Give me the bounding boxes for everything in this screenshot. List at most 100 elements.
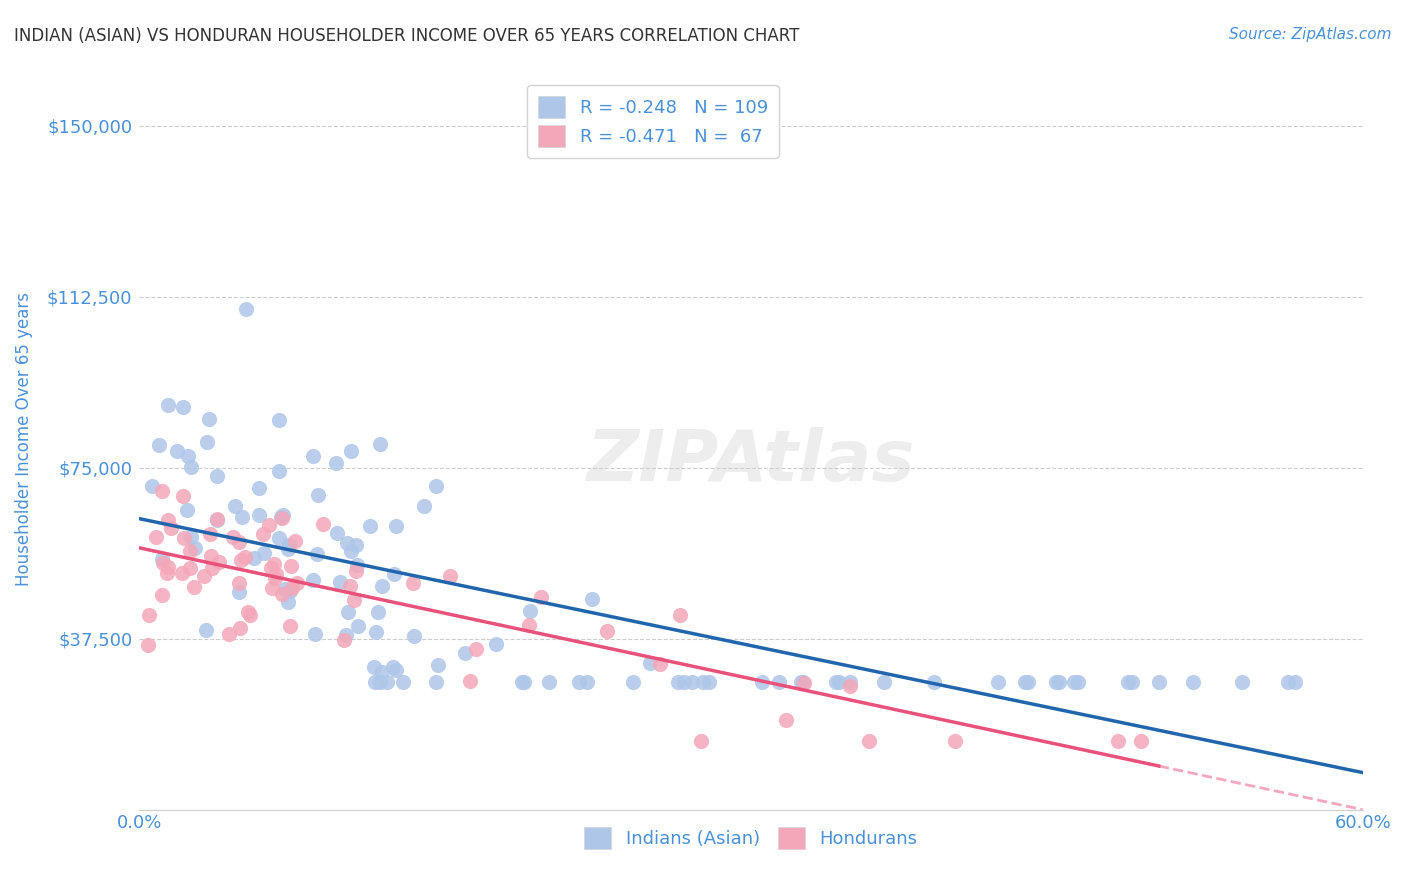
Point xyxy=(690,734,713,748)
Point xyxy=(179,544,201,558)
Point xyxy=(229,621,252,635)
Point xyxy=(173,532,195,546)
Point xyxy=(775,713,797,727)
Point xyxy=(302,450,325,464)
Point xyxy=(581,591,603,606)
Point xyxy=(363,660,385,674)
Point xyxy=(281,581,304,595)
Point xyxy=(1107,734,1129,748)
Point xyxy=(277,538,299,552)
Point xyxy=(364,624,387,639)
Point xyxy=(152,552,174,566)
Point xyxy=(384,663,406,677)
Point xyxy=(392,674,415,689)
Point xyxy=(402,576,425,591)
Point xyxy=(184,541,207,555)
Point xyxy=(156,566,179,580)
Point xyxy=(1182,674,1205,689)
Point xyxy=(326,526,349,541)
Point xyxy=(530,591,553,605)
Point xyxy=(336,536,359,550)
Point xyxy=(160,521,183,535)
Point xyxy=(195,435,218,450)
Point xyxy=(367,605,389,619)
Point xyxy=(368,674,391,689)
Legend: R = -0.248   N = 109, R = -0.471   N =  67: R = -0.248 N = 109, R = -0.471 N = 67 xyxy=(527,85,779,158)
Point xyxy=(247,481,270,495)
Point xyxy=(839,674,862,689)
Point xyxy=(458,673,481,688)
Point xyxy=(825,674,848,689)
Text: INDIAN (ASIAN) VS HONDURAN HOUSEHOLDER INCOME OVER 65 YEARS CORRELATION CHART: INDIAN (ASIAN) VS HONDURAN HOUSEHOLDER I… xyxy=(14,27,800,45)
Point xyxy=(425,479,447,493)
Point xyxy=(425,674,447,689)
Point xyxy=(180,459,202,474)
Point xyxy=(235,302,257,317)
Point xyxy=(280,558,302,573)
Point xyxy=(269,464,291,478)
Point xyxy=(267,531,290,545)
Point xyxy=(205,469,228,483)
Point xyxy=(333,632,356,647)
Point xyxy=(243,550,266,565)
Point xyxy=(304,627,326,641)
Point xyxy=(672,674,695,689)
Point xyxy=(790,674,813,689)
Point xyxy=(1230,674,1253,689)
Point xyxy=(1045,674,1067,689)
Point xyxy=(141,479,163,493)
Point xyxy=(136,638,159,652)
Point xyxy=(253,546,276,560)
Point xyxy=(621,674,644,689)
Point xyxy=(271,508,294,522)
Point xyxy=(270,511,292,525)
Point xyxy=(284,534,307,549)
Point xyxy=(276,541,298,556)
Point xyxy=(1067,674,1090,689)
Text: Source: ZipAtlas.com: Source: ZipAtlas.com xyxy=(1229,27,1392,42)
Point xyxy=(668,608,690,623)
Point xyxy=(513,674,536,689)
Point xyxy=(339,578,361,592)
Point xyxy=(537,674,560,689)
Point xyxy=(228,534,250,549)
Point xyxy=(381,660,404,674)
Point xyxy=(1284,674,1306,689)
Point xyxy=(340,544,363,558)
Point xyxy=(205,512,228,526)
Point xyxy=(519,604,541,618)
Point xyxy=(371,579,394,593)
Point xyxy=(224,499,246,513)
Point xyxy=(152,557,174,571)
Point xyxy=(205,513,228,527)
Point xyxy=(229,553,252,567)
Point xyxy=(873,674,896,689)
Point xyxy=(270,587,292,601)
Point xyxy=(172,401,194,415)
Point xyxy=(377,674,399,689)
Point xyxy=(638,656,661,670)
Point xyxy=(238,607,260,622)
Point xyxy=(278,584,301,599)
Point xyxy=(236,605,259,619)
Point xyxy=(336,605,359,619)
Point xyxy=(150,484,173,499)
Point xyxy=(221,530,243,544)
Point xyxy=(384,519,406,533)
Point xyxy=(197,412,219,426)
Y-axis label: Householder Income Over 65 years: Householder Income Over 65 years xyxy=(15,292,32,586)
Point xyxy=(329,574,352,589)
Point xyxy=(228,575,250,590)
Point xyxy=(270,510,292,524)
Point xyxy=(1047,674,1070,689)
Point xyxy=(359,519,381,533)
Point xyxy=(768,674,790,689)
Point xyxy=(987,674,1010,689)
Point xyxy=(157,560,180,574)
Point xyxy=(263,557,285,571)
Point xyxy=(1277,674,1299,689)
Point xyxy=(692,674,714,689)
Point xyxy=(200,527,222,541)
Point xyxy=(650,657,672,671)
Point xyxy=(172,489,194,503)
